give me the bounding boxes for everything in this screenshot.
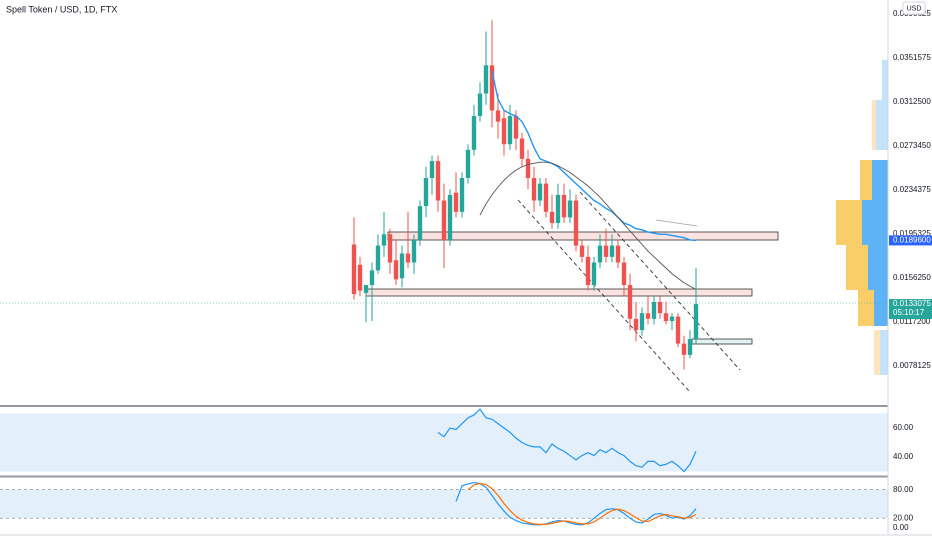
- candle-body: [435, 161, 441, 201]
- candle-body: [585, 256, 591, 286]
- y-tick-label: 0.0312500: [893, 97, 931, 106]
- candle-body: [429, 161, 435, 178]
- candle-body: [681, 343, 687, 355]
- price-tag: [889, 299, 932, 320]
- candle-body: [573, 200, 579, 246]
- chart-title: Spell Token / USD, 1D, FTX: [6, 4, 117, 14]
- candle-body: [363, 285, 369, 293]
- candle-body: [621, 262, 627, 286]
- candle-body: [465, 149, 471, 178]
- candle-body: [597, 245, 603, 263]
- y-tick-label: 0.0195325: [893, 229, 931, 238]
- candle-body: [351, 244, 357, 295]
- candle-body: [471, 116, 477, 150]
- candle-body: [639, 313, 645, 331]
- candle-body: [537, 183, 543, 201]
- candle-body: [459, 177, 465, 212]
- candle-body: [675, 316, 681, 344]
- labels: 0.03906250.03515750.03125000.02734500.02…: [889, 9, 932, 532]
- candle-body: [447, 194, 453, 240]
- countdown: 05:10:17: [893, 308, 925, 317]
- candle-body: [495, 110, 501, 122]
- moving-average: [491, 70, 697, 242]
- moving-average: [479, 161, 697, 290]
- y-tick-label: 0.0078125: [893, 361, 931, 370]
- indicator-line: [467, 482, 697, 525]
- y-tick-label: 0.0156250: [893, 273, 931, 282]
- candle-body: [663, 313, 669, 322]
- y-tick-label: 60.00: [893, 423, 914, 432]
- candle-body: [555, 194, 561, 224]
- y-tick-label: 0.0117200: [893, 317, 931, 326]
- candle-body: [645, 313, 651, 319]
- y-tick-label: 40.00: [893, 452, 914, 461]
- candle-body: [693, 304, 699, 340]
- candle-body: [369, 270, 375, 286]
- candle-body: [453, 192, 459, 212]
- candle-body: [441, 200, 447, 240]
- candle-body: [609, 245, 615, 257]
- candle-body: [399, 253, 405, 279]
- y-tick-label: 80.00: [893, 485, 914, 494]
- price-tag-label: 0.0133075: [893, 299, 931, 308]
- price-tag: [889, 235, 932, 246]
- candle-body: [603, 245, 609, 257]
- candle-body: [357, 264, 363, 291]
- candle-body: [657, 301, 663, 314]
- candle-body: [477, 93, 483, 117]
- y-tick-label: 0.00: [893, 523, 909, 532]
- candle-body: [615, 245, 621, 263]
- indicator-band: [0, 413, 888, 472]
- candle-body: [501, 118, 507, 145]
- candle-body: [519, 138, 525, 159]
- candle-body: [507, 116, 513, 145]
- y-tick-label: 0.0273450: [893, 141, 931, 150]
- candle-body: [423, 177, 429, 207]
- candle-body: [513, 116, 519, 139]
- candle-body: [561, 194, 567, 218]
- currency-box: [902, 1, 926, 15]
- indicator-band: [0, 489, 888, 519]
- candle-body: [591, 262, 597, 286]
- candle-body: [411, 239, 417, 263]
- candle-body: [417, 206, 423, 240]
- candle-body: [381, 234, 387, 246]
- candle-body: [579, 245, 585, 257]
- candle-body: [483, 65, 489, 94]
- candle-body: [567, 200, 573, 218]
- candle-body: [669, 316, 675, 322]
- candle-body: [387, 234, 393, 263]
- marks: [351, 20, 699, 526]
- candle-body: [543, 183, 549, 212]
- candle-body: [489, 65, 495, 111]
- candle-body: [651, 301, 657, 319]
- candle-body: [525, 158, 531, 178]
- bands: [0, 413, 888, 519]
- indicator-line: [455, 481, 697, 526]
- candle-body: [687, 339, 693, 355]
- volume-profile: [836, 60, 888, 375]
- price-tag-label: 0.0189600: [893, 236, 931, 245]
- candle-body: [633, 318, 639, 331]
- indicator-line: [437, 408, 697, 473]
- y-tick-label: 0.0351575: [893, 53, 931, 62]
- candle-body: [627, 285, 633, 319]
- y-tick-label: 20.00: [893, 513, 914, 522]
- y-tick-label: 0.0234375: [893, 185, 931, 194]
- currency: USD: [907, 5, 922, 12]
- candle-body: [531, 177, 537, 201]
- candle-body: [375, 245, 381, 271]
- candle-body: [549, 211, 555, 224]
- candle-body: [393, 260, 399, 280]
- candle-body: [405, 253, 411, 263]
